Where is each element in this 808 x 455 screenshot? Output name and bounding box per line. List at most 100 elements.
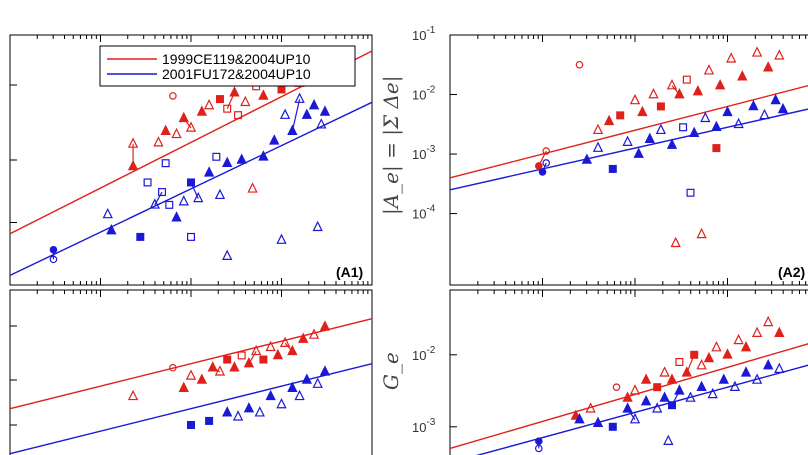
data-point: [222, 406, 233, 417]
data-point: [160, 124, 171, 135]
data-stem: [284, 342, 293, 352]
data-point: [102, 207, 113, 219]
data-point: [265, 389, 276, 401]
data-point: [689, 126, 700, 138]
y-tick-label: 10-4: [412, 204, 436, 222]
data-point: [711, 341, 722, 352]
data-point: [629, 93, 641, 105]
data-point: [622, 135, 633, 146]
data-point: [575, 60, 584, 69]
data-stem: [541, 162, 547, 173]
data-point: [212, 152, 221, 161]
data-point: [759, 108, 770, 120]
data-point: [127, 389, 139, 401]
data-point: [240, 95, 251, 107]
data-point: [679, 123, 688, 132]
data-point: [161, 159, 170, 168]
data-point: [696, 227, 707, 239]
data-point: [277, 85, 286, 94]
data-point: [215, 95, 224, 104]
data-point: [629, 413, 641, 424]
data-point: [696, 380, 707, 391]
data-point: [205, 416, 214, 425]
data-point: [312, 220, 323, 232]
data-point: [301, 108, 313, 119]
data-point: [187, 421, 196, 430]
data-point: [236, 153, 247, 164]
data-point: [616, 111, 625, 120]
data-point: [234, 111, 243, 120]
data-point: [169, 363, 177, 372]
data-point: [214, 188, 226, 200]
fit-line-blue: [9, 362, 373, 455]
data-point: [187, 232, 196, 241]
data-point: [592, 123, 604, 135]
data-point: [653, 383, 662, 392]
data-point: [269, 134, 280, 145]
data-point: [542, 147, 551, 155]
data-point: [193, 191, 204, 203]
data-point: [272, 348, 284, 360]
data-point: [178, 111, 189, 123]
data-point: [740, 341, 752, 352]
data-point: [165, 200, 174, 209]
data-point: [106, 223, 117, 235]
data-point: [229, 86, 240, 97]
data-point: [640, 395, 652, 406]
legend-box: [99, 45, 356, 87]
data-point: [774, 362, 785, 373]
data-point: [655, 123, 667, 135]
data-point: [143, 178, 152, 187]
data-point: [276, 233, 287, 244]
data-point: [287, 344, 298, 356]
axes-frame: [449, 289, 808, 455]
data-point: [670, 236, 681, 248]
data-point: [692, 85, 704, 96]
data-point: [149, 198, 160, 209]
data-point: [714, 79, 726, 90]
data-point: [585, 402, 596, 413]
data-stem: [627, 408, 636, 420]
data-stem: [154, 191, 163, 206]
legend-label: 1999CE119&2004UP10: [162, 51, 311, 67]
data-point: [659, 391, 670, 402]
fit-line-red: [449, 84, 808, 179]
data-point: [711, 120, 722, 132]
data-point: [763, 61, 774, 72]
data-point: [203, 166, 215, 177]
data-point: [319, 105, 331, 116]
data-point: [294, 92, 305, 103]
fit-line-blue: [449, 108, 808, 191]
data-point: [696, 359, 707, 370]
data-point: [254, 406, 265, 417]
data-point: [185, 121, 197, 132]
data-point: [592, 141, 604, 152]
data-point: [178, 195, 189, 206]
data-point: [178, 381, 189, 392]
data-point: [685, 391, 696, 402]
data-point: [733, 333, 744, 345]
data-point: [666, 138, 678, 149]
data-point: [203, 98, 215, 110]
data-point: [674, 87, 685, 99]
data-point: [729, 380, 741, 391]
data-point: [287, 381, 298, 392]
data-point: [666, 373, 678, 384]
data-point: [666, 79, 678, 90]
data-point: [652, 402, 663, 413]
data-point: [740, 366, 752, 377]
data-point: [763, 315, 774, 327]
data-point: [640, 373, 652, 384]
data-point: [223, 355, 232, 364]
data-stem: [671, 390, 680, 406]
data-point: [612, 383, 621, 392]
panel-label: (A1): [336, 264, 363, 280]
data-point: [279, 336, 291, 347]
data-point: [229, 361, 240, 372]
data-point: [726, 52, 737, 63]
y-tick-label: 10-1: [412, 25, 436, 43]
data-stem: [686, 354, 695, 374]
data-point: [703, 64, 715, 75]
